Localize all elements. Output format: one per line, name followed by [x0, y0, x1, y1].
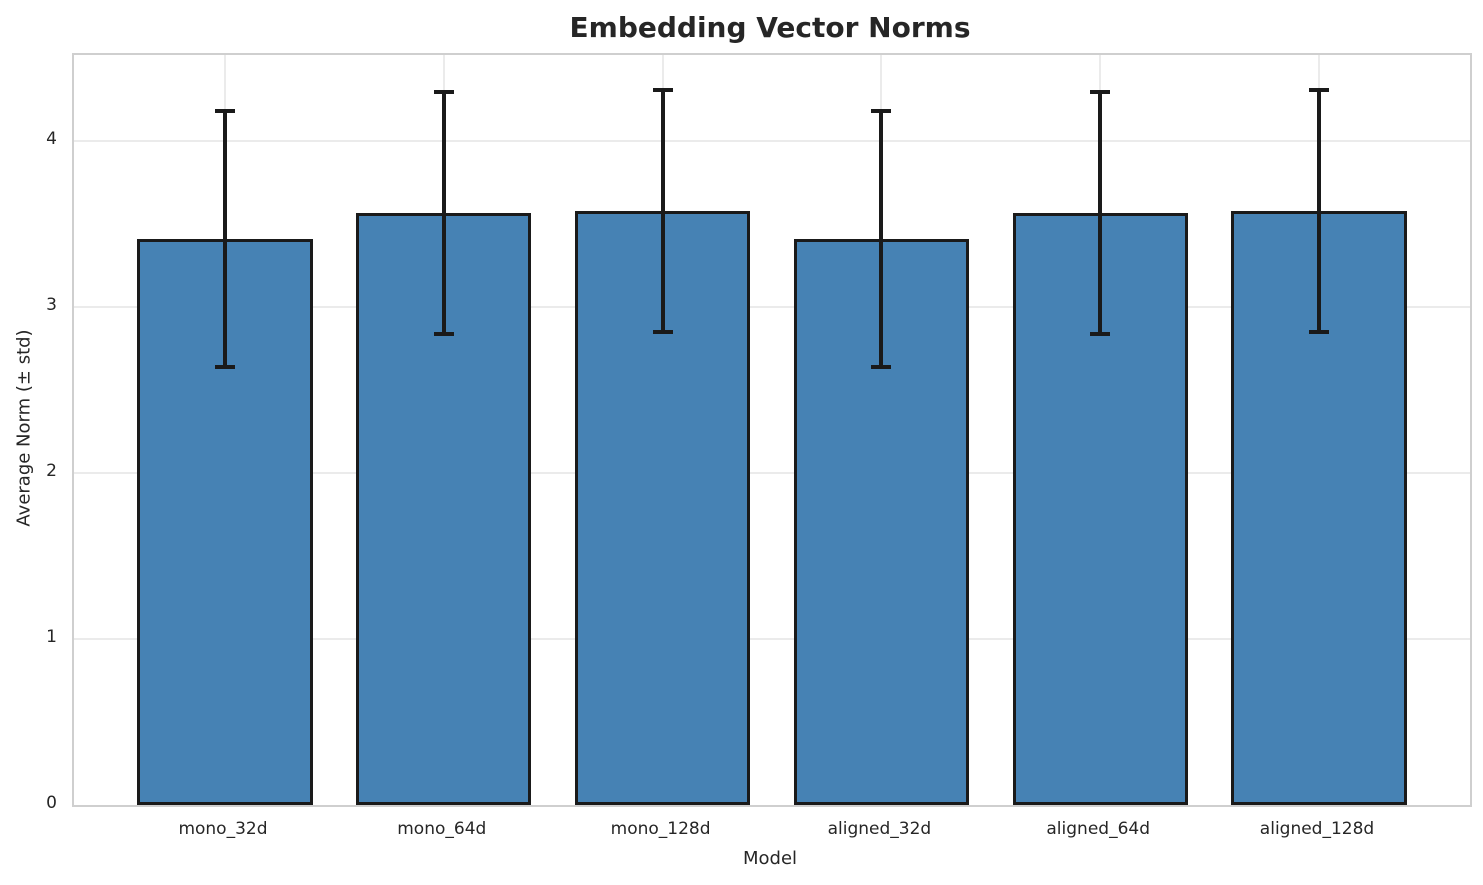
- x-tick-label: mono_128d: [610, 819, 711, 839]
- error-bar-bottom-cap-mono_32d: [214, 364, 235, 369]
- error-bar-bottom-cap-aligned_64d: [1090, 331, 1111, 336]
- y-axis-label: Average Norm (± std): [13, 329, 35, 527]
- x-tick-label: aligned_32d: [827, 819, 932, 839]
- bar-aligned_32d: [793, 239, 969, 805]
- x-tick-label: aligned_128d: [1259, 819, 1375, 839]
- y-tick-label: 2: [46, 461, 57, 482]
- error-bar-line-aligned_32d: [879, 111, 884, 367]
- y-tick-label: 1: [46, 627, 57, 648]
- x-axis-label: Model: [742, 848, 798, 869]
- x-tick-label: mono_32d: [178, 819, 268, 839]
- bar-aligned_128d: [1231, 210, 1407, 805]
- y-tick-label: 3: [46, 295, 57, 316]
- error-bar-bottom-cap-aligned_32d: [871, 364, 892, 369]
- error-bar-line-mono_128d: [660, 89, 665, 333]
- horizontal-gridline: [74, 306, 1470, 309]
- plot-area: [72, 53, 1472, 807]
- error-bar-top-cap-aligned_128d: [1309, 87, 1330, 92]
- error-bar-line-aligned_64d: [1098, 91, 1103, 334]
- horizontal-gridline: [74, 140, 1470, 143]
- horizontal-gridline: [74, 638, 1470, 641]
- error-bar-top-cap-aligned_64d: [1090, 89, 1111, 94]
- y-tick-label: 4: [46, 129, 57, 150]
- x-tick-label: aligned_64d: [1046, 819, 1150, 839]
- error-bar-line-mono_64d: [441, 91, 446, 334]
- x-tick-label: mono_64d: [397, 819, 487, 839]
- error-bar-line-mono_32d: [222, 111, 227, 367]
- horizontal-gridline: [74, 472, 1470, 475]
- error-bar-top-cap-mono_64d: [433, 89, 454, 94]
- error-bar-line-aligned_128d: [1317, 89, 1322, 333]
- chart-title: Embedding Vector Norms: [569, 11, 971, 44]
- y-tick-label: 0: [46, 793, 57, 813]
- error-bar-top-cap-mono_32d: [214, 109, 235, 114]
- error-bar-bottom-cap-aligned_128d: [1309, 330, 1330, 335]
- error-bar-bottom-cap-mono_64d: [433, 331, 454, 336]
- error-bar-top-cap-aligned_32d: [871, 109, 892, 114]
- error-bar-top-cap-mono_128d: [652, 87, 673, 92]
- error-bar-bottom-cap-mono_128d: [652, 330, 673, 335]
